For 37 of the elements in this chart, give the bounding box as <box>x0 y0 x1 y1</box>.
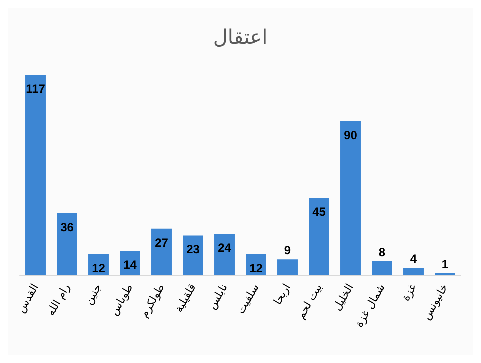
x-tick-label: غزة <box>399 282 420 304</box>
chart-title: اعتقال <box>213 25 268 49</box>
data-label: 12 <box>92 262 106 276</box>
x-tick-label: جنين <box>82 282 104 308</box>
data-label: 9 <box>284 244 292 258</box>
x-tick-label: نابلس <box>206 282 230 312</box>
x-tick-label: اريحا <box>271 282 294 308</box>
x-tick-label: بيت لحم <box>294 282 325 322</box>
bar <box>372 261 392 275</box>
data-label: 14 <box>124 258 138 272</box>
x-tick-label: طولكرم <box>138 282 168 320</box>
x-tick-label: خانيونس <box>420 282 451 322</box>
data-label: 8 <box>378 245 386 260</box>
bar <box>340 121 361 275</box>
x-tick-label: قلقيلية <box>172 282 199 315</box>
bar <box>214 234 235 275</box>
bar <box>152 228 172 275</box>
x-tick-label: القدس <box>14 282 42 316</box>
data-label: 27 <box>155 236 169 250</box>
data-label: 12 <box>250 262 264 276</box>
x-tick-label: سلفيت <box>234 282 262 316</box>
data-label: 36 <box>60 220 74 234</box>
bar <box>278 260 298 275</box>
x-tick-label: رام الله <box>44 282 73 318</box>
data-label: 45 <box>312 205 326 220</box>
data-label: 24 <box>218 241 232 255</box>
bar <box>309 198 330 275</box>
bar <box>57 214 78 275</box>
bar <box>404 268 424 275</box>
bar <box>26 75 46 275</box>
data-label: 4 <box>410 252 418 266</box>
x-tick-label: طوباس <box>108 282 136 318</box>
bar <box>183 236 204 275</box>
data-label: 1 <box>442 257 449 272</box>
data-label: 90 <box>344 128 358 142</box>
data-label: 23 <box>186 242 200 257</box>
data-label: 117 <box>26 82 46 96</box>
